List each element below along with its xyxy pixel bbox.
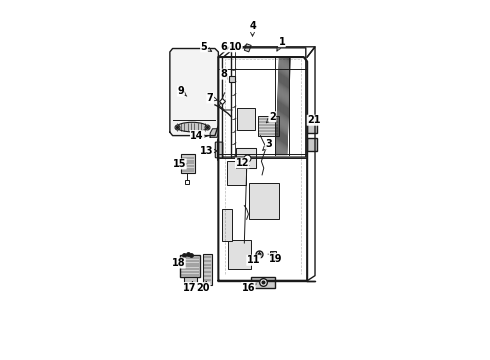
Bar xyxy=(181,154,195,173)
Text: 11: 11 xyxy=(247,255,260,265)
Bar xyxy=(238,108,255,130)
Text: 17: 17 xyxy=(183,282,196,293)
Text: 7: 7 xyxy=(207,93,218,103)
Text: 14: 14 xyxy=(191,131,207,141)
Polygon shape xyxy=(237,148,256,168)
Bar xyxy=(203,254,212,285)
Text: 13: 13 xyxy=(200,146,218,156)
Text: 2: 2 xyxy=(266,112,276,123)
Bar xyxy=(249,183,279,219)
Polygon shape xyxy=(210,129,219,137)
Bar xyxy=(270,251,276,258)
Text: 10: 10 xyxy=(229,42,242,52)
Text: 6: 6 xyxy=(220,42,227,52)
Text: 5: 5 xyxy=(200,42,212,52)
Text: 8: 8 xyxy=(220,69,228,79)
Bar xyxy=(180,256,200,276)
Text: 18: 18 xyxy=(172,258,185,268)
Bar xyxy=(227,161,246,185)
Text: 15: 15 xyxy=(172,159,187,169)
Text: 9: 9 xyxy=(177,86,187,96)
Bar xyxy=(307,120,318,133)
Bar xyxy=(222,209,232,242)
Bar xyxy=(228,240,251,269)
Polygon shape xyxy=(170,49,219,136)
FancyBboxPatch shape xyxy=(215,142,223,158)
Bar xyxy=(307,138,318,151)
Text: 1: 1 xyxy=(277,37,285,51)
Text: 12: 12 xyxy=(236,158,249,168)
Text: 19: 19 xyxy=(269,253,283,264)
Ellipse shape xyxy=(177,122,207,132)
Text: 3: 3 xyxy=(263,139,272,150)
Text: 4: 4 xyxy=(249,21,256,36)
Text: 20: 20 xyxy=(196,282,210,293)
Text: 21: 21 xyxy=(307,115,321,125)
Bar xyxy=(258,116,279,136)
Text: 16: 16 xyxy=(242,283,256,293)
Bar xyxy=(184,276,197,288)
Bar xyxy=(245,44,251,52)
Bar xyxy=(251,277,275,288)
